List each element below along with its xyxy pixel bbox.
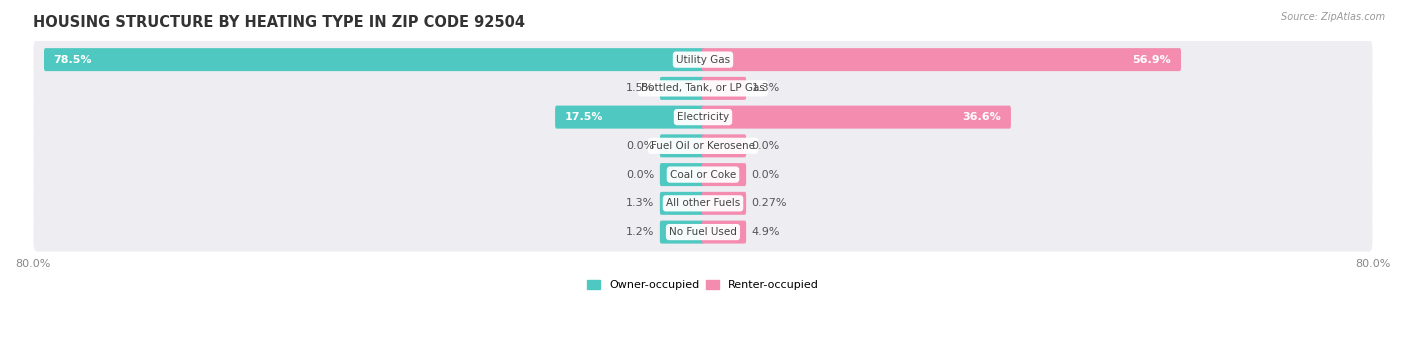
Text: 1.5%: 1.5% [626,84,654,93]
FancyBboxPatch shape [702,134,747,157]
FancyBboxPatch shape [34,184,1372,223]
Text: 0.27%: 0.27% [752,198,787,208]
Text: 0.0%: 0.0% [626,141,654,151]
Legend: Owner-occupied, Renter-occupied: Owner-occupied, Renter-occupied [582,275,824,295]
Text: No Fuel Used: No Fuel Used [669,227,737,237]
Text: HOUSING STRUCTURE BY HEATING TYPE IN ZIP CODE 92504: HOUSING STRUCTURE BY HEATING TYPE IN ZIP… [32,15,524,30]
Text: Utility Gas: Utility Gas [676,55,730,65]
FancyBboxPatch shape [34,127,1372,165]
FancyBboxPatch shape [34,212,1372,252]
FancyBboxPatch shape [34,98,1372,137]
Text: 36.6%: 36.6% [963,112,1001,122]
FancyBboxPatch shape [34,155,1372,194]
FancyBboxPatch shape [659,134,704,157]
Text: 1.2%: 1.2% [626,227,654,237]
Text: Fuel Oil or Kerosene: Fuel Oil or Kerosene [651,141,755,151]
FancyBboxPatch shape [34,69,1372,108]
Text: Source: ZipAtlas.com: Source: ZipAtlas.com [1281,12,1385,22]
Text: 1.3%: 1.3% [752,84,780,93]
FancyBboxPatch shape [702,106,1011,129]
Text: Bottled, Tank, or LP Gas: Bottled, Tank, or LP Gas [641,84,765,93]
FancyBboxPatch shape [702,192,747,215]
FancyBboxPatch shape [555,106,704,129]
FancyBboxPatch shape [702,221,747,243]
Text: 4.9%: 4.9% [752,227,780,237]
Text: Electricity: Electricity [676,112,730,122]
Text: 0.0%: 0.0% [752,169,780,180]
Text: 0.0%: 0.0% [626,169,654,180]
Text: 78.5%: 78.5% [53,55,93,65]
FancyBboxPatch shape [659,192,704,215]
Text: 17.5%: 17.5% [565,112,603,122]
FancyBboxPatch shape [702,77,747,100]
FancyBboxPatch shape [44,48,704,71]
FancyBboxPatch shape [702,163,747,186]
FancyBboxPatch shape [659,163,704,186]
Text: Coal or Coke: Coal or Coke [669,169,737,180]
FancyBboxPatch shape [659,221,704,243]
Text: All other Fuels: All other Fuels [666,198,740,208]
Text: 56.9%: 56.9% [1133,55,1171,65]
FancyBboxPatch shape [659,77,704,100]
FancyBboxPatch shape [702,48,1181,71]
Text: 0.0%: 0.0% [752,141,780,151]
FancyBboxPatch shape [34,40,1372,79]
Text: 1.3%: 1.3% [626,198,654,208]
